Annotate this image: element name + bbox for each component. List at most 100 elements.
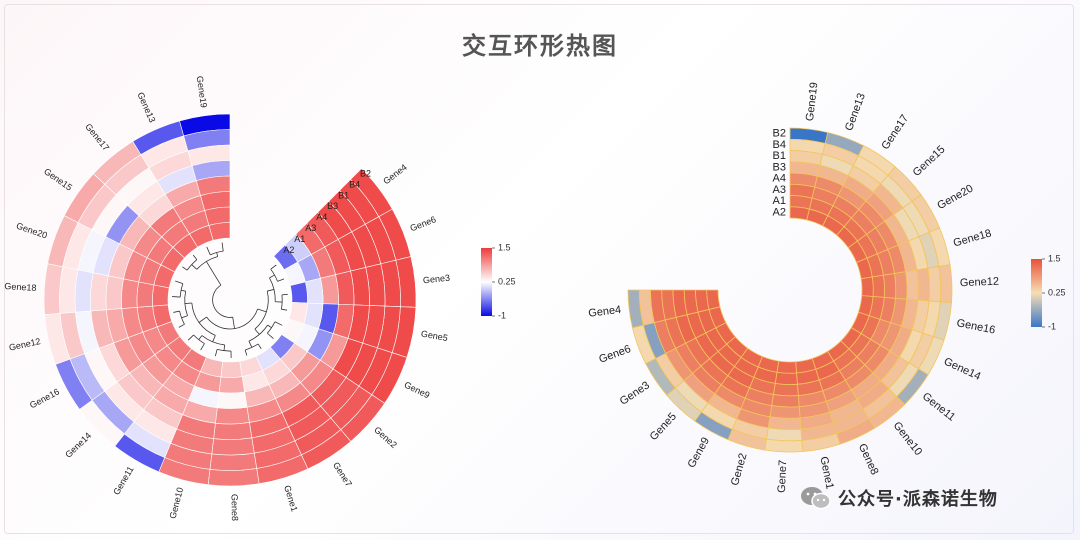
right-cell-gene7-a1 xyxy=(774,371,798,385)
right-track-label-b4: B4 xyxy=(773,139,786,151)
right-cell-gene7-b1 xyxy=(767,416,802,430)
dendrogram-branch xyxy=(184,302,192,304)
left-gene-label-gene20: Gene20 xyxy=(15,221,49,241)
dendrogram-branch xyxy=(200,343,205,351)
left-legend-bar xyxy=(481,248,492,316)
dendrogram-branch xyxy=(277,278,285,282)
left-cell-gene3-a2 xyxy=(289,281,308,304)
left-cell-gene8-a3 xyxy=(216,391,248,409)
dendrogram-branch xyxy=(212,335,216,342)
dendrogram-join xyxy=(280,294,283,310)
right-cell-gene12-a1 xyxy=(871,274,885,298)
dendrogram-branch xyxy=(270,264,277,270)
right-track-label-b1: B1 xyxy=(773,150,786,162)
watermark: 公众号·派森诺生物 xyxy=(800,484,998,512)
dendrogram-branch xyxy=(173,310,180,313)
left-cell-gene18-b3 xyxy=(90,272,109,312)
right-gene-label-gene5: Gene5 xyxy=(648,411,679,443)
left-legend-tick-label: 0.25 xyxy=(498,276,516,286)
right-cell-gene12-b1 xyxy=(916,267,930,302)
left-gene-label-gene6: Gene6 xyxy=(409,214,438,233)
right-legend-tick-label: 0.25 xyxy=(1048,287,1066,297)
left-track-label-a2: A2 xyxy=(283,245,294,255)
left-cell-gene8-a1 xyxy=(218,376,245,394)
left-gene-label-gene2: Gene2 xyxy=(372,425,399,450)
page-title: 交互环形热图 xyxy=(462,32,618,60)
right-gene-label-gene9: Gene9 xyxy=(685,435,712,470)
dendrogram-branch xyxy=(181,315,188,319)
dendrogram-branch xyxy=(206,261,222,286)
left-gene-label-gene7: Gene7 xyxy=(331,460,354,488)
dendrogram-join xyxy=(179,310,185,325)
dendrogram-branch xyxy=(198,316,207,323)
right-gene-label-gene3: Gene3 xyxy=(618,379,652,407)
dendrogram-branch xyxy=(175,280,184,285)
dendrogram-branch xyxy=(257,343,262,350)
right-gene-label-gene17: Gene17 xyxy=(879,113,911,152)
left-gene-label-gene3: Gene3 xyxy=(423,273,451,286)
left-gene-label-gene10: Gene10 xyxy=(167,486,185,520)
right-gene-label-gene19: Gene19 xyxy=(804,82,821,122)
right-gene-label-gene8: Gene8 xyxy=(856,442,881,477)
left-cell-gene18-a3 xyxy=(121,278,140,309)
right-gene-label-gene6: Gene6 xyxy=(597,343,632,366)
right-gene-label-gene10: Gene10 xyxy=(891,420,925,458)
right-gene-label-gene12: Gene12 xyxy=(960,276,1000,290)
dendrogram-branch xyxy=(267,289,275,292)
right-gene-label-gene2: Gene2 xyxy=(729,452,750,487)
left-cell-gene8-b4 xyxy=(209,452,258,471)
right-cell-gene12-a4 xyxy=(893,271,908,300)
right-gene-label-gene4: Gene4 xyxy=(588,304,622,320)
wechat-icon xyxy=(800,485,832,511)
right-gene-label-gene20: Gene20 xyxy=(935,182,975,212)
left-gene-label-gene19: Gene19 xyxy=(195,75,209,108)
dendrogram-branch xyxy=(248,340,253,348)
right-cell-gene12-a3 xyxy=(882,273,897,299)
left-gene-label-gene12: Gene12 xyxy=(8,336,41,353)
left-gene-label-gene4: Gene4 xyxy=(381,162,409,186)
dendrogram-join xyxy=(212,284,233,318)
left-gene-label-gene16: Gene16 xyxy=(28,386,61,410)
left-cell-gene8-a2 xyxy=(220,360,243,378)
right-gene-label-gene11: Gene11 xyxy=(920,390,958,423)
right-gene-label-gene7: Gene7 xyxy=(776,460,789,493)
left-track-label-a1: A1 xyxy=(294,234,305,244)
right-track-label-a1: A1 xyxy=(773,195,786,207)
dendrogram-branch xyxy=(232,317,235,329)
left-track-label-b4: B4 xyxy=(349,179,360,189)
left-gene-label-gene5: Gene5 xyxy=(420,329,448,344)
left-cell-gene8-b2 xyxy=(207,468,260,487)
left-cell-gene18-a2 xyxy=(152,284,170,307)
dendrogram-branch xyxy=(274,321,283,326)
dendrogram-branch xyxy=(281,293,288,296)
left-cell-gene8-b3 xyxy=(213,422,253,440)
right-cell-gene7-a3 xyxy=(773,382,799,397)
dendrogram-branch xyxy=(187,334,194,341)
left-cell-gene8-b1 xyxy=(211,437,255,456)
left-gene-label-gene11: Gene11 xyxy=(111,465,135,497)
dendrogram-branch xyxy=(269,274,275,279)
right-cell-gene12-a2 xyxy=(860,276,874,297)
left-gene-label-gene14: Gene14 xyxy=(63,430,93,459)
dendrogram-branch xyxy=(198,335,203,340)
left-legend-tick-label: 1.5 xyxy=(498,242,511,252)
dendrogram-branch xyxy=(214,349,218,357)
right-track-label-a4: A4 xyxy=(773,173,786,185)
left-gene-label-gene17: Gene17 xyxy=(83,122,111,153)
dendrogram-branch xyxy=(206,246,211,255)
dendrogram-branch xyxy=(257,308,267,313)
right-gene-label-gene16: Gene16 xyxy=(956,317,997,336)
dendrogram-branch xyxy=(216,252,219,257)
right-cell-gene7-a4 xyxy=(771,393,800,408)
right-cell-gene4-a2 xyxy=(706,289,721,310)
watermark-text: 公众号·派森诺生物 xyxy=(838,489,998,510)
right-cell-gene7-a2 xyxy=(776,360,797,374)
left-track-label-b2: B2 xyxy=(360,168,371,178)
right-legend-tick-label: -1 xyxy=(1048,321,1056,331)
right-cell-gene7-b3 xyxy=(769,405,801,419)
left-gene-label-gene8: Gene8 xyxy=(229,494,240,521)
dendrogram-branch xyxy=(191,264,198,270)
left-cell-gene8-a4 xyxy=(215,406,250,425)
